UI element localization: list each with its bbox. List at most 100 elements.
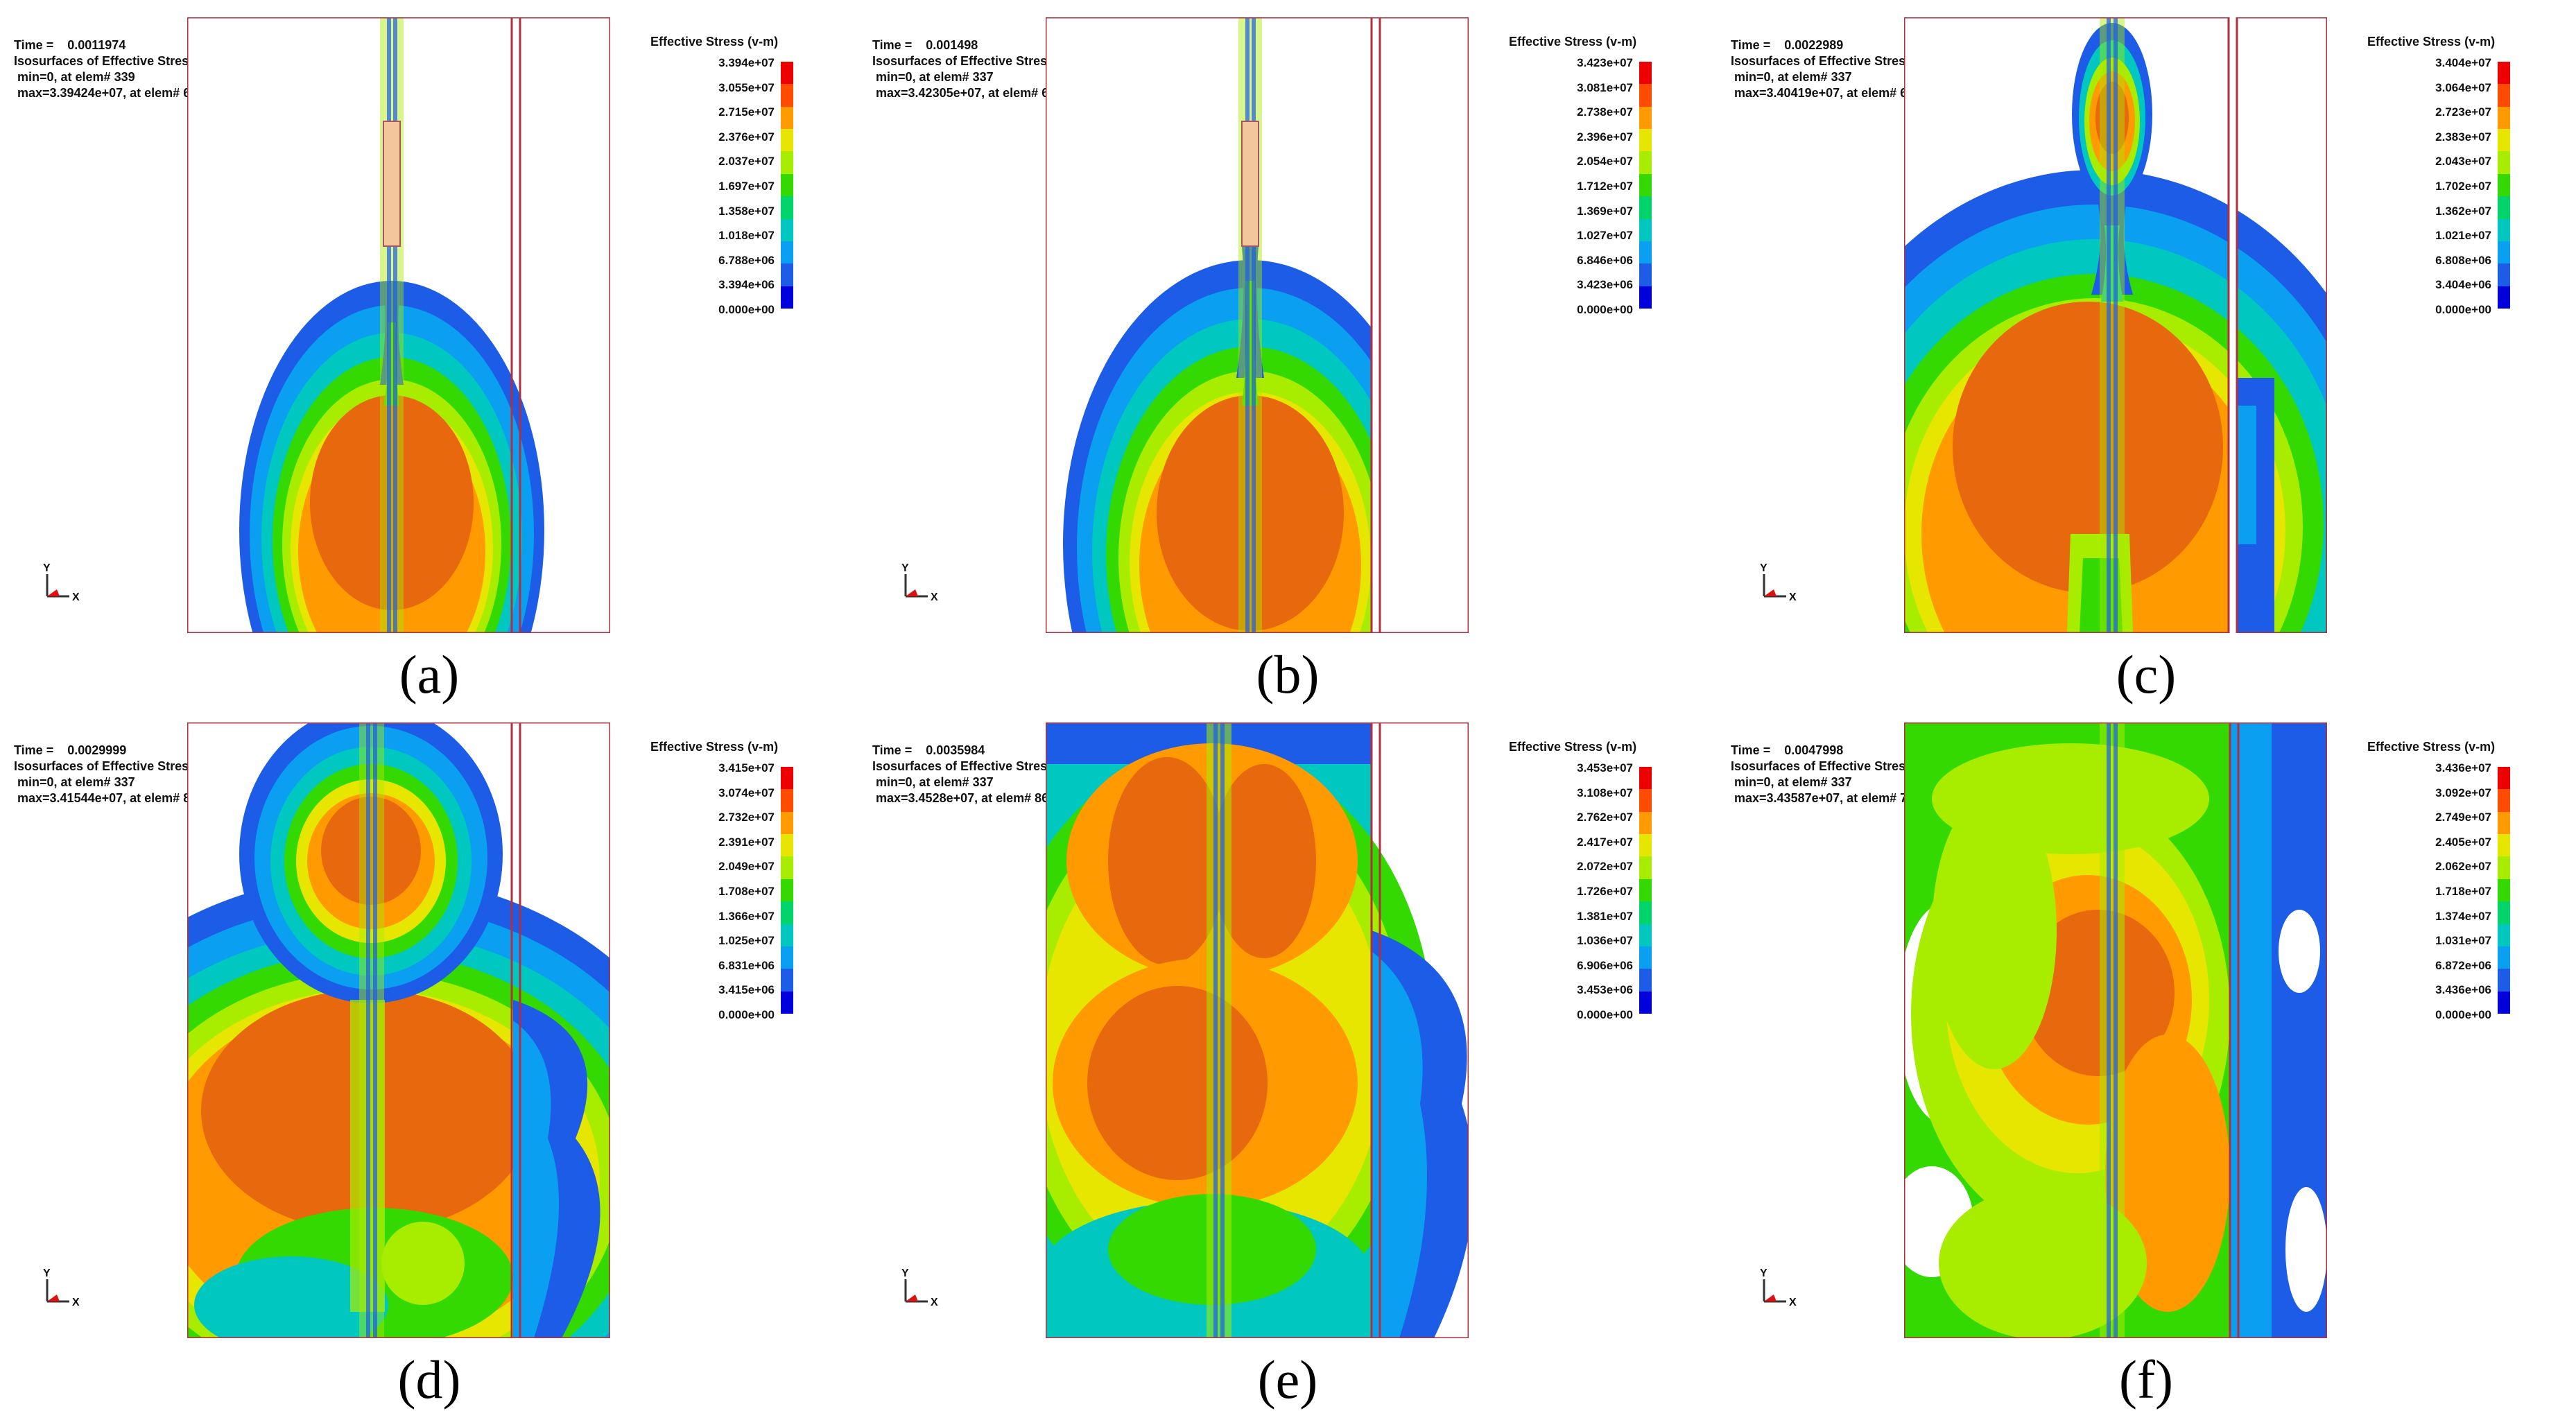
legend-tick-label: 1.718e+07	[2435, 885, 2491, 898]
legend-tick-label: 3.394e+06	[718, 278, 775, 292]
legend-tick-label: 6.872e+06	[2435, 958, 2491, 972]
legend-title: Effective Stress (v-m)	[1509, 35, 1637, 49]
panel-f: Time = 0.0047998 Isosurfaces of Effective…	[1717, 705, 2575, 1410]
axis-x-label: X	[931, 591, 938, 603]
legend-tick-label: 1.021e+07	[2435, 229, 2491, 243]
min-label: min=0, at elem# 337	[1731, 775, 1852, 789]
stress-legend: Effective Stress (v-m) 3.404e+07 3.064e+0…	[2367, 35, 2510, 316]
legend-color-segment	[781, 263, 793, 286]
legend-tick-label: 3.423e+07	[1577, 56, 1633, 69]
legend-color-segment	[2498, 811, 2510, 835]
legend-tick-label: 1.708e+07	[718, 885, 775, 898]
panel-b: Time = 0.001498 Isosurfaces of Effective …	[858, 0, 1717, 705]
legend-tick-label: 1.697e+07	[718, 180, 775, 193]
legend-color-segment	[781, 969, 793, 992]
legend-tick-label: 3.108e+07	[1577, 786, 1633, 799]
legend-tick-label: 0.000e+00	[2435, 303, 2491, 316]
time-label: Time = 0.001498	[872, 38, 978, 52]
legend-tick-label: 2.396e+07	[1577, 130, 1633, 144]
legend-tick-label: 1.031e+07	[2435, 934, 2491, 948]
legend-tick-label: 3.423e+06	[1577, 278, 1633, 292]
stress-legend: Effective Stress (v-m) 3.415e+07 3.074e+0…	[650, 740, 793, 1021]
stress-legend: Effective Stress (v-m) 3.423e+07 3.081e+0…	[1509, 35, 1652, 316]
legend-tick-label: 1.025e+07	[718, 934, 775, 948]
time-label: Time = 0.0011974	[14, 38, 126, 52]
legend-title: Effective Stress (v-m)	[650, 35, 779, 49]
legend-tick-label: 3.074e+07	[718, 786, 775, 799]
min-label: min=0, at elem# 337	[1731, 70, 1852, 84]
legend-tick-label: 2.383e+07	[2435, 130, 2491, 144]
legend-tick-label: 6.808e+06	[2435, 253, 2491, 267]
legend-color-segment	[2498, 789, 2510, 812]
stress-legend: Effective Stress (v-m) 3.436e+07 3.092e+0…	[2367, 740, 2510, 1021]
legend-tick-label: 2.749e+07	[2435, 811, 2491, 824]
panel-caption: (d)	[397, 1349, 461, 1410]
legend-tick-label: 6.906e+06	[1577, 958, 1633, 972]
legend-tick-label: 1.362e+07	[2435, 204, 2491, 218]
panel-caption: (b)	[1256, 644, 1320, 704]
min-label: min=0, at elem# 337	[872, 775, 994, 789]
legend-color-segment	[781, 286, 793, 309]
legend-color-segment	[2498, 129, 2510, 152]
legend-color-segment	[1639, 901, 1652, 924]
legend-tick-label: 2.037e+07	[718, 155, 775, 168]
axis-triad: Y X	[1760, 1267, 1797, 1308]
axis-x-label: X	[72, 591, 80, 603]
legend-color-segment	[781, 84, 793, 107]
legend-color-segment	[1639, 129, 1652, 152]
legend-tick-label: 1.369e+07	[1577, 204, 1633, 218]
stress-plot	[1904, 722, 2327, 1338]
legend-tick-label: 2.049e+07	[718, 860, 775, 874]
legend-color-segment	[2498, 106, 2510, 130]
legend-tick-label: 3.092e+07	[2435, 786, 2491, 799]
axis-y-label: Y	[1760, 1267, 1767, 1279]
legend-color-segment	[2498, 991, 2510, 1014]
legend-tick-label: 3.453e+06	[1577, 983, 1633, 997]
legend-color-segment	[2498, 196, 2510, 219]
legend-tick-label: 1.374e+07	[2435, 909, 2491, 923]
axis-triad: Y X	[901, 562, 938, 603]
legend-color-segment	[2498, 878, 2510, 902]
legend-tick-label: 1.702e+07	[2435, 180, 2491, 193]
axis-x-label: X	[72, 1297, 80, 1308]
legend-color-segment	[2498, 969, 2510, 992]
panel-c: Time = 0.0022989 Isosurfaces of Effective…	[1717, 0, 2575, 705]
legend-tick-label: 2.391e+07	[718, 835, 775, 849]
legend-color-segment	[781, 834, 793, 857]
axis-triad: Y X	[43, 562, 80, 603]
legend-color-segment	[781, 856, 793, 879]
panel-caption: (c)	[2116, 644, 2177, 704]
legend-color-segment	[2498, 946, 2510, 969]
legend-color-segment	[2498, 767, 2510, 790]
legend-colorbar	[781, 62, 793, 309]
axis-x-label: X	[931, 1297, 938, 1308]
stress-plot	[1046, 17, 1469, 633]
panel-e: Time = 0.0035984 Isosurfaces of Effective…	[858, 705, 1717, 1410]
stress-plot	[1046, 722, 1469, 1338]
legend-title: Effective Stress (v-m)	[2367, 740, 2496, 754]
legend-color-segment	[1639, 84, 1652, 107]
legend-color-segment	[1639, 173, 1652, 197]
legend-tick-label: 2.715e+07	[718, 105, 775, 119]
legend-tick-label: 2.732e+07	[718, 811, 775, 824]
legend-tick-label: 2.043e+07	[2435, 155, 2491, 168]
legend-tick-label: 1.358e+07	[718, 204, 775, 218]
legend-tick-label: 3.415e+06	[718, 983, 775, 997]
legend-tick-label: 2.072e+07	[1577, 860, 1633, 874]
axis-x-label: X	[1789, 591, 1797, 603]
legend-color-segment	[781, 218, 793, 241]
legend-color-segment	[2498, 834, 2510, 857]
legend-tick-label: 3.064e+07	[2435, 80, 2491, 94]
axis-triad: Y X	[1760, 562, 1797, 603]
legend-tick-label: 1.018e+07	[718, 229, 775, 243]
legend-color-segment	[2498, 901, 2510, 924]
legend-color-segment	[781, 811, 793, 835]
time-label: Time = 0.0022989	[1731, 38, 1844, 52]
legend-tick-label: 0.000e+00	[1577, 1008, 1633, 1021]
time-label: Time = 0.0035984	[872, 743, 985, 757]
legend-color-segment	[781, 129, 793, 152]
legend-color-segment	[1639, 218, 1652, 241]
legend-tick-label: 6.846e+06	[1577, 253, 1633, 267]
legend-tick-label: 0.000e+00	[2435, 1008, 2491, 1021]
legend-color-segment	[781, 991, 793, 1014]
